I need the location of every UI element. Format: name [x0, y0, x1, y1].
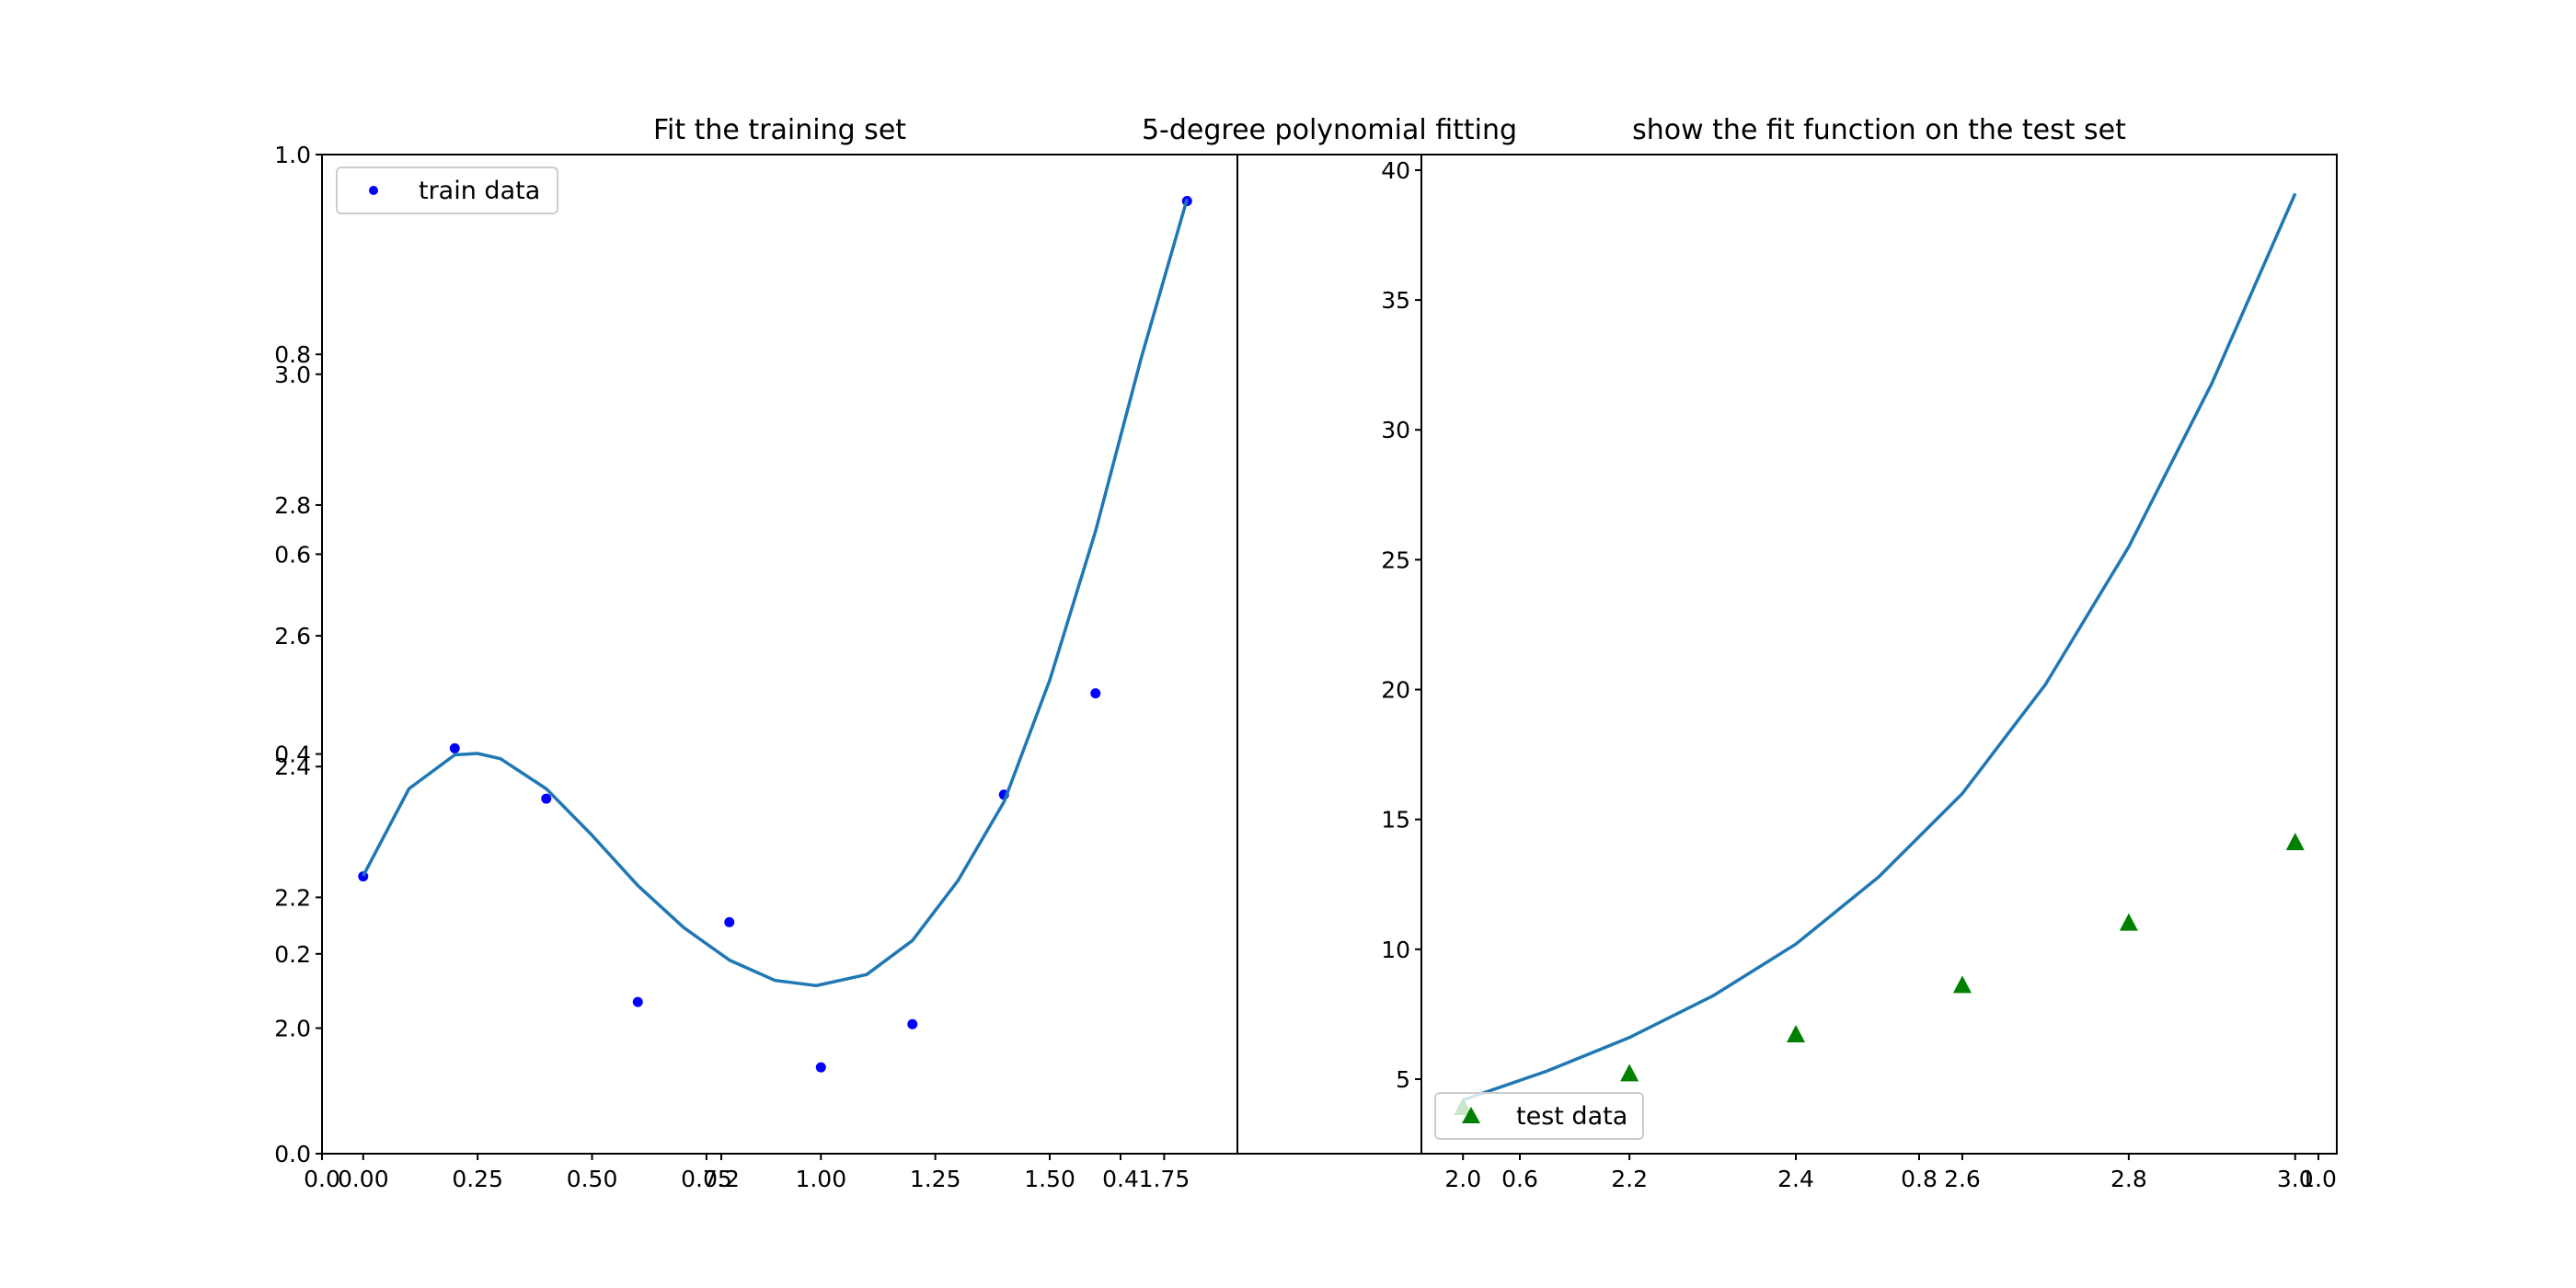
- left-legend-marker: [369, 186, 378, 195]
- left-legend-box: [336, 167, 558, 214]
- left-x-tick-label: 1.75: [1139, 1166, 1190, 1192]
- right-y-tick-label: 20: [1381, 677, 1410, 704]
- background-x-ticks: 0.0 0.2 0.4 0.6 0.8 1.0: [304, 1154, 2337, 1192]
- background-x-tick-label: 1.0: [2300, 1166, 2337, 1192]
- left-data-point: [815, 1062, 826, 1073]
- left-x-tick-label: 0.50: [567, 1166, 618, 1192]
- background-y-tick-label: 0.2: [274, 941, 311, 968]
- right-legend: test data: [1434, 1092, 1644, 1140]
- right-x-ticks: 2.0 2.2 2.4 2.6 2.8 3.0: [1444, 1154, 2314, 1192]
- right-x-tick-label: 2.6: [1944, 1166, 1981, 1192]
- left-legend-label: train data: [419, 177, 540, 205]
- right-y-tick-label: 30: [1381, 417, 1410, 443]
- right-subplot-frame: [1420, 154, 2338, 1155]
- background-x-tick-label: 0.8: [1901, 1166, 1938, 1192]
- right-fit-curve: [1462, 192, 2297, 1102]
- right-y-tick-label: 5: [1396, 1066, 1410, 1093]
- left-x-tick-label: 1.00: [795, 1166, 846, 1192]
- left-x-tick-label: 1.50: [1024, 1166, 1075, 1192]
- left-y-tick-label: 2.6: [274, 623, 311, 650]
- right-plot-area: [1454, 192, 2305, 1116]
- right-y-tick-label: 40: [1381, 157, 1410, 184]
- left-x-ticks: 0.00 0.25 0.50 0.75 1.00 1.25 1.50 1.75: [338, 1154, 1190, 1192]
- left-subplot-frame: [321, 154, 1238, 1155]
- background-x-tick-label: 0.2: [703, 1166, 740, 1192]
- left-fit-curve: [362, 198, 1189, 988]
- right-subplot: 2.0 2.2 2.4 2.6 2.8 3.0 5 10 15 20 25 30 35 40 show …: [1381, 114, 2338, 1192]
- left-y-tick-label: 2.8: [274, 492, 311, 519]
- background-x-tick-label: 0.6: [1501, 1166, 1538, 1192]
- right-x-tick-label: 2.4: [1777, 1166, 1814, 1192]
- background-y-tick-label: 0.6: [274, 541, 311, 568]
- right-legend-marker: [1462, 1107, 1480, 1123]
- right-data-point: [1952, 975, 1972, 994]
- left-plot-area: [358, 195, 1192, 1073]
- figure-suptitle: 5-degree polynomial fitting: [1142, 114, 1517, 146]
- right-data-point: [2119, 913, 2138, 931]
- left-subplot: 0.00 0.25 0.50 0.75 1.00 1.25 1.50 1.75 2.02.22…: [274, 114, 1238, 1192]
- background-y-ticks: 0.0 0.2 0.4 0.6 0.8 1.0: [274, 142, 322, 1167]
- left-data-point: [449, 742, 460, 753]
- right-legend-box: [1434, 1092, 1644, 1140]
- right-subplot-title: show the fit function on the test set: [1632, 114, 2126, 146]
- left-data-point: [632, 996, 643, 1007]
- left-data-point: [541, 793, 552, 804]
- left-legend: train data: [336, 167, 558, 214]
- right-y-tick-label: 35: [1381, 287, 1410, 314]
- left-y-ticks: 2.0 2.2 2.4 2.6 2.8 3.0: [274, 362, 322, 1042]
- left-x-tick-label: 0.75: [681, 1166, 732, 1192]
- left-data-point: [1090, 688, 1101, 699]
- background-x-tick-label: 0.0: [304, 1166, 340, 1192]
- right-subplot-background: [1421, 155, 2337, 1154]
- left-x-tick-label: 0.25: [452, 1166, 503, 1192]
- right-x-tick-label: 3.0: [2277, 1166, 2314, 1192]
- left-y-tick-label: 2.0: [274, 1016, 311, 1042]
- left-data-point: [724, 916, 735, 927]
- left-subplot-background: [322, 155, 1237, 1154]
- right-data-point: [1787, 1024, 1806, 1042]
- background-y-tick-label: 1.0: [274, 142, 311, 168]
- right-y-tick-label: 10: [1381, 937, 1410, 963]
- background-y-tick-label: 0.4: [274, 742, 311, 768]
- left-y-tick-label: 2.2: [274, 884, 311, 911]
- right-x-tick-label: 2.0: [1444, 1166, 1481, 1192]
- left-x-tick-label: 0.00: [338, 1166, 389, 1192]
- right-y-tick-label: 25: [1381, 546, 1410, 573]
- right-x-tick-label: 2.8: [2110, 1166, 2147, 1192]
- background-y-tick-label: 0.0: [274, 1141, 311, 1167]
- right-x-tick-label: 2.2: [1611, 1166, 1648, 1192]
- background-y-tick-label: 0.8: [274, 341, 311, 368]
- right-legend-label: test data: [1516, 1102, 1627, 1131]
- left-x-tick-label: 1.25: [910, 1166, 961, 1192]
- right-data-point: [1620, 1064, 1639, 1082]
- right-data-point: [2285, 833, 2305, 851]
- left-y-tick-label: 3.0: [274, 362, 311, 388]
- left-data-point: [907, 1018, 918, 1029]
- right-y-ticks: 5 10 15 20 25 30 35 40: [1381, 157, 1421, 1093]
- left-y-tick-label: 2.4: [274, 753, 311, 780]
- left-subplot-title: Fit the training set: [653, 114, 906, 146]
- right-y-tick-label: 15: [1381, 807, 1410, 834]
- background-x-tick-label: 0.4: [1102, 1166, 1139, 1192]
